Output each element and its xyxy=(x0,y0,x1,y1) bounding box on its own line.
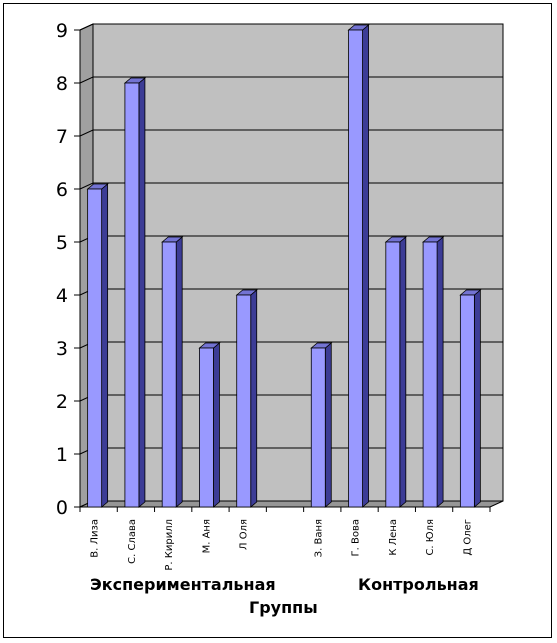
bar xyxy=(459,289,482,508)
gridline xyxy=(79,23,503,31)
bar-front xyxy=(161,241,177,508)
bar xyxy=(198,342,221,508)
y-tick-label: 4 xyxy=(56,285,68,307)
bar-side xyxy=(473,289,481,508)
bar-side xyxy=(399,236,407,508)
bar xyxy=(86,183,109,508)
y-tick-label: 8 xyxy=(56,73,68,95)
bar-front xyxy=(385,241,401,508)
bar-front xyxy=(199,347,214,508)
y-tick-label: 3 xyxy=(56,338,68,360)
bar-side xyxy=(436,236,444,508)
bar xyxy=(347,24,370,508)
y-tick-label: 7 xyxy=(56,126,68,148)
bars xyxy=(86,24,482,508)
x-tick-label: Д Олег xyxy=(462,519,473,556)
x-tick-label: К Лена xyxy=(388,519,399,556)
y-tick-label: 0 xyxy=(56,497,68,519)
x-tick-label: В. Лиза xyxy=(90,519,101,558)
bar xyxy=(421,236,445,508)
bar-front xyxy=(348,29,363,508)
x-tick-label: М. Аня xyxy=(201,519,212,553)
bar-front xyxy=(87,188,103,508)
bar-front xyxy=(236,294,252,508)
bar-side xyxy=(213,342,220,508)
y-tick-label: 2 xyxy=(56,391,68,413)
bar-side xyxy=(175,236,183,508)
bar-side xyxy=(250,289,258,508)
bar-side xyxy=(324,342,332,508)
bar-side xyxy=(362,24,369,508)
x-axis-tick-labels: В. Лиза С. Слава Р. Кирилл М. Аня Л Оля З. Ва… xyxy=(79,507,491,571)
x-tick-label: Л Оля xyxy=(239,519,250,550)
x-tick-label: С. Юля xyxy=(425,519,436,556)
y-tick-label: 9 xyxy=(56,20,68,42)
bar xyxy=(235,289,258,508)
x-tick-label: Г. Вова xyxy=(351,519,362,556)
group-label-experimental: Экспериментальная xyxy=(90,575,276,594)
y-tick-label: 5 xyxy=(56,232,68,254)
bar-front xyxy=(422,241,438,508)
y-tick-label: 6 xyxy=(56,179,68,201)
bar-side xyxy=(101,183,109,508)
group-label-control: Контрольная xyxy=(358,575,479,594)
y-axis-ticks: 0 1 2 3 4 5 6 7 8 9 xyxy=(56,20,490,519)
x-axis-title: Группы xyxy=(249,598,318,617)
bar-front xyxy=(124,82,140,508)
bar xyxy=(384,236,407,508)
x-tick-label: З. Ваня xyxy=(313,519,324,557)
x-tick-label: Р. Кирилл xyxy=(164,519,175,571)
bar-front xyxy=(459,294,475,508)
bar-front xyxy=(310,347,326,508)
bar xyxy=(123,77,147,508)
bar-side xyxy=(138,77,146,508)
bar xyxy=(161,236,184,508)
x-tick-label: С. Слава xyxy=(127,519,138,564)
chart-frame xyxy=(3,3,552,638)
bar xyxy=(310,342,333,508)
y-tick-label: 1 xyxy=(56,444,68,466)
